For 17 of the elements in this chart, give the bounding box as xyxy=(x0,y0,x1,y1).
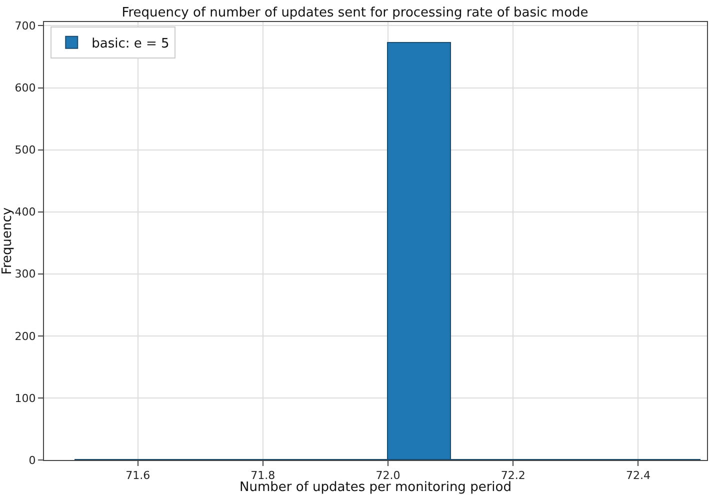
x-tick-label: 71.8 xyxy=(250,469,276,482)
x-tick-label: 71.6 xyxy=(126,469,150,482)
y-tick-label: 0 xyxy=(28,454,36,467)
legend-label: basic: e = 5 xyxy=(92,36,170,52)
x-axis-title: Number of updates per monitoring period xyxy=(240,480,512,495)
y-tick-label: 700 xyxy=(14,20,36,33)
x-tick-label: 72.4 xyxy=(626,469,650,482)
y-tick-label: 600 xyxy=(14,82,36,95)
x-tick-label: 72.0 xyxy=(376,469,400,482)
y-tick-label: 500 xyxy=(14,144,36,157)
y-tick-label: 100 xyxy=(14,392,36,405)
x-tick-label: 72.2 xyxy=(500,469,526,482)
y-tick-label: 200 xyxy=(14,330,36,343)
y-axis-title: Frequency xyxy=(0,207,15,275)
y-tick-label: 400 xyxy=(14,206,36,219)
chart-title: Frequency of number of updates sent for processing rate of basic mode xyxy=(122,6,588,21)
y-tick-label: 300 xyxy=(14,268,36,281)
